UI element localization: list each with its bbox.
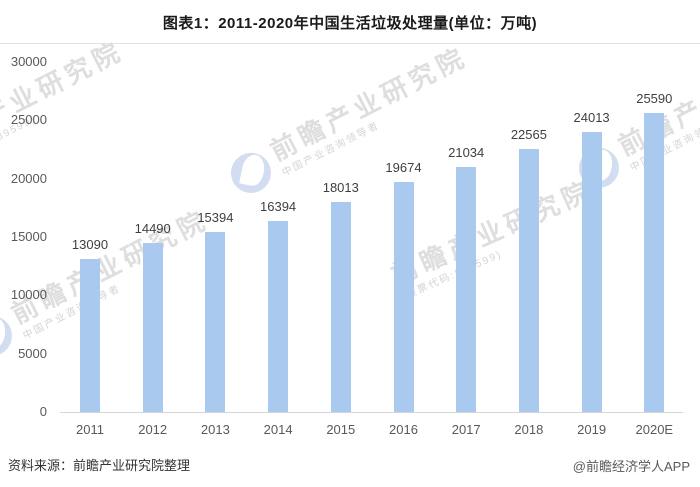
x-axis-tick-label: 2020E <box>635 422 674 437</box>
watermark: 前瞻产业研究院中国产业咨询领导者 <box>223 41 479 201</box>
title-divider <box>0 43 700 44</box>
bar-value-label: 14490 <box>134 220 171 236</box>
x-axis-tick-label: 2014 <box>263 422 293 437</box>
bar-2012 <box>142 242 163 412</box>
brand-logo-icon <box>223 145 278 200</box>
watermark-text-block: 前瞻产业研究院中国产业咨询领导者 <box>6 204 220 342</box>
watermark-text: 前瞻产业研究院 <box>6 204 214 330</box>
bar-2020E <box>644 113 665 412</box>
watermark-subtext: 中国产业咨询领导者 <box>21 282 123 342</box>
watermark-text-block: 前瞻产业研究院 (股票代码:839599) <box>386 174 603 304</box>
y-axis-tick-label: 10000 <box>10 287 47 303</box>
bar-2018 <box>518 148 539 412</box>
bar-value-label: 24013 <box>573 109 610 125</box>
y-axis-tick-label: 5000 <box>18 345 47 361</box>
credit-note: @前瞻经济学人APP <box>572 459 690 474</box>
bar-value-label: 18013 <box>322 179 359 195</box>
bar-value-label: 16394 <box>260 198 297 214</box>
y-axis-tick-label: 30000 <box>10 54 47 69</box>
bar-2016 <box>393 182 414 412</box>
bar-value-label: 19674 <box>385 160 422 176</box>
bar-2013 <box>205 232 226 412</box>
bar-2019 <box>581 131 602 412</box>
x-axis-tick-label: 2015 <box>326 422 356 437</box>
bar-2017 <box>456 166 477 412</box>
bar-value-label: 15394 <box>197 210 234 226</box>
bar-value-label: 25590 <box>636 91 673 107</box>
x-axis-tick-label: 2011 <box>76 422 104 437</box>
watermark-text: 前瞻产业研究院 <box>386 174 598 291</box>
y-axis-tick-label: 25000 <box>10 112 47 128</box>
bar-2014 <box>268 220 289 412</box>
x-axis-tick-label: 2017 <box>451 422 481 437</box>
x-axis-tick-label: 2013 <box>200 422 230 437</box>
bar-value-label: 13090 <box>71 237 109 253</box>
x-axis-line <box>60 412 683 413</box>
x-axis-tick-label: 2016 <box>389 422 418 437</box>
x-axis-tick-label: 2018 <box>514 422 544 437</box>
watermark-subtext: (股票代码:839599) <box>400 248 505 304</box>
y-axis-tick-label: 20000 <box>10 170 47 186</box>
y-axis-tick-label: 15000 <box>10 229 47 244</box>
bar-2015 <box>330 201 351 412</box>
bar-value-label: 21034 <box>448 144 485 160</box>
y-axis-tick-label: 0 <box>39 404 47 419</box>
bar-2011 <box>80 259 100 412</box>
watermark: 前瞻产业研究院 (股票代码:839599) <box>386 174 603 304</box>
bar-value-label: 22565 <box>510 126 547 142</box>
x-axis-tick-label: 2012 <box>138 422 168 437</box>
chart-title: 图表1：2011-2020年中国生活垃圾处理量(单位：万吨) <box>162 15 538 32</box>
source-note: 资料来源：前瞻产业研究院整理 <box>8 458 191 473</box>
x-axis-tick-label: 2019 <box>577 422 607 437</box>
